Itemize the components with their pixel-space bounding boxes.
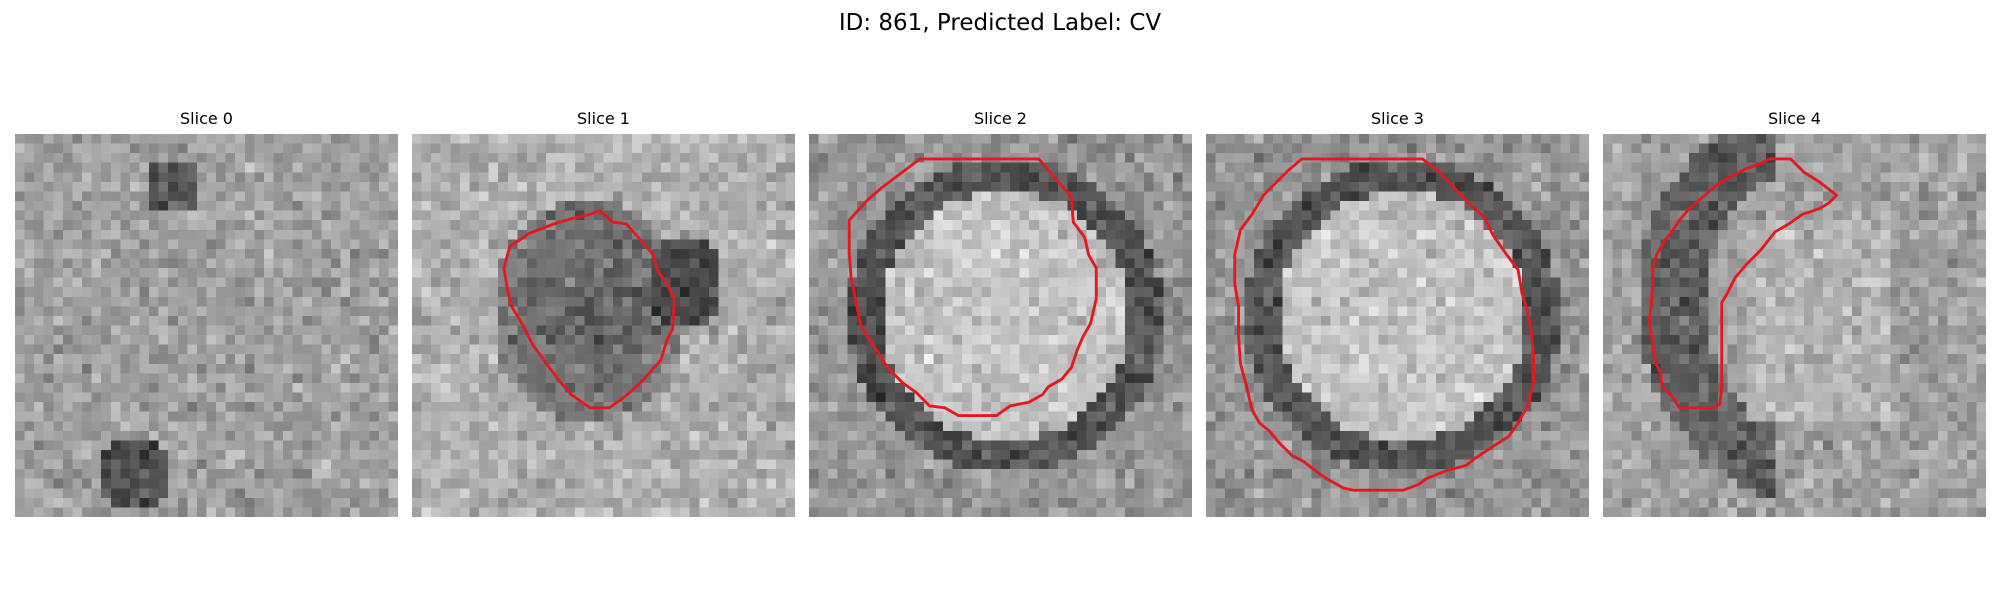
slice-3-contour [1233, 157, 1535, 492]
slice-0-title: Slice 0 [180, 109, 233, 128]
slice-4-panel [1603, 134, 1986, 517]
slice-0-overlay [15, 134, 398, 517]
slice-2-title: Slice 2 [974, 109, 1027, 128]
slice-4-overlay [1647, 157, 1839, 410]
slice-3-image [1206, 134, 1589, 517]
slice-2-overlay [847, 157, 1098, 417]
slice-1-title: Slice 1 [577, 109, 630, 128]
figure-title: ID: 861, Predicted Label: CV [838, 10, 1162, 36]
slice-0-panel [15, 134, 398, 517]
slice-1-panel [412, 134, 795, 517]
slice-4-contour [1647, 157, 1839, 410]
slice-4-image [1603, 134, 1986, 517]
slice-3-panel [1206, 134, 1589, 517]
slice-1-overlay [502, 209, 676, 410]
slice-1-image [412, 134, 795, 517]
slice-0-image [15, 134, 398, 517]
slice-1-contour [502, 209, 676, 410]
slice-2-panel [809, 134, 1192, 517]
slice-3-overlay [1233, 157, 1535, 492]
slice-2-contour [847, 157, 1098, 417]
slice-3-title: Slice 3 [1371, 109, 1424, 128]
slice-2-image [809, 134, 1192, 517]
slice-4-title: Slice 4 [1768, 109, 1821, 128]
